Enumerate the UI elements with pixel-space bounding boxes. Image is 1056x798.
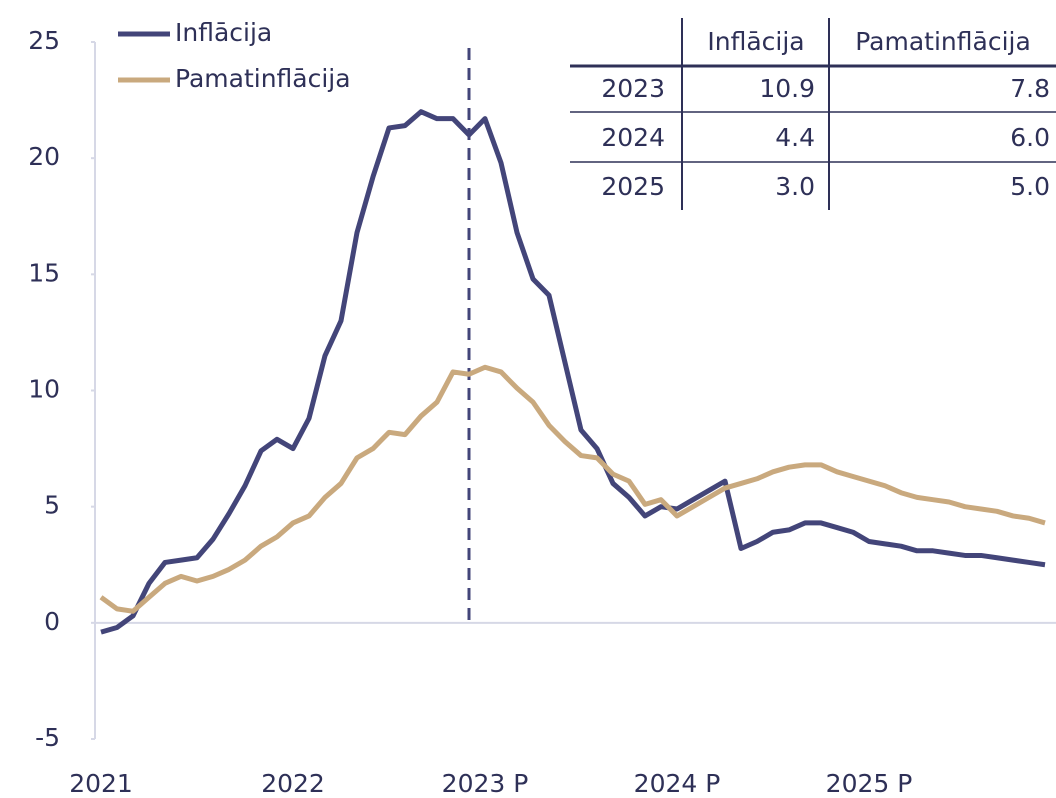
legend-label: Pamatinflācija (175, 64, 351, 93)
y-tick-label: 25 (28, 26, 60, 55)
table-cell: 4.4 (775, 123, 815, 152)
y-tick-label: -5 (35, 723, 60, 752)
x-tick-label: 2023 P (442, 769, 529, 798)
y-tick-label: 0 (44, 607, 60, 636)
table-cell: 10.9 (759, 74, 815, 103)
y-tick-label: 20 (28, 142, 60, 171)
table-row-label: 2024 (601, 123, 665, 152)
table-cell: 7.8 (1010, 74, 1050, 103)
table-cell: 3.0 (775, 172, 815, 201)
x-tick-label: 2021 (69, 769, 133, 798)
y-tick-label: 15 (28, 258, 60, 287)
legend-label: Inflācija (175, 18, 272, 47)
y-tick-label: 10 (28, 375, 60, 404)
series-line (100, 109, 1046, 635)
table-header: Pamatinflācija (855, 27, 1031, 56)
table-row-label: 2023 (601, 74, 665, 103)
x-tick-label: 2022 (261, 769, 325, 798)
table-row-label: 2025 (601, 172, 665, 201)
table-cell: 6.0 (1010, 123, 1050, 152)
x-tick-label: 2024 P (634, 769, 721, 798)
x-tick-label: 2025 P (826, 769, 913, 798)
table-cell: 5.0 (1010, 172, 1050, 201)
series-line (99, 364, 1046, 614)
table-header: Inflācija (707, 27, 804, 56)
y-tick-label: 5 (44, 491, 60, 520)
